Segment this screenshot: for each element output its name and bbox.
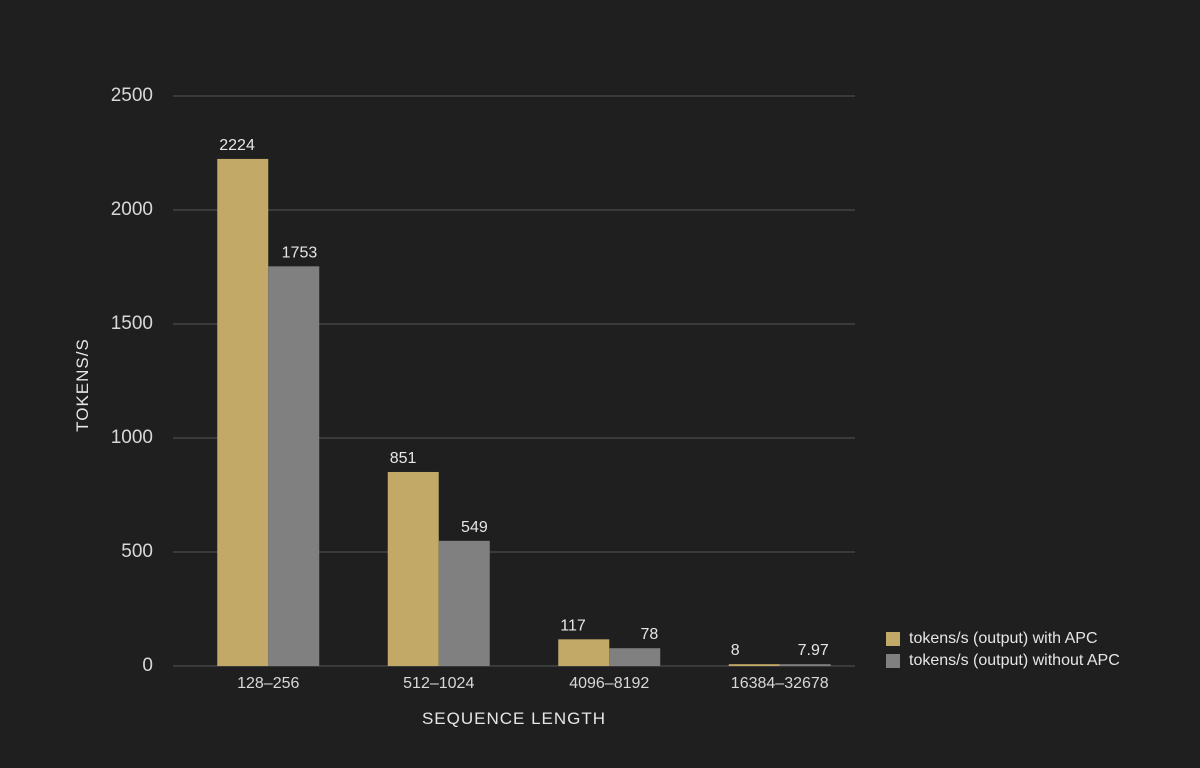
data-label: 1753 <box>282 244 318 261</box>
data-label: 117 <box>560 617 586 634</box>
bar <box>558 639 610 666</box>
legend: tokens/s (output) with APC tokens/s (outp… <box>886 630 1120 669</box>
y-tick-label: 1500 <box>111 313 153 334</box>
y-tick-label: 500 <box>121 541 153 562</box>
y-tick-label: 2000 <box>111 199 153 220</box>
data-label: 8 <box>731 642 740 659</box>
data-label: 7.97 <box>798 642 829 659</box>
data-label: 78 <box>640 626 658 643</box>
bars: 2224 1753 851 549 117 78 8 7.97 <box>217 137 831 667</box>
legend-label: tokens/s (output) with APC <box>909 630 1098 647</box>
x-tick-label: 512–1024 <box>403 675 474 692</box>
y-axis-title: TOKENS/S <box>73 338 92 432</box>
x-axis-title: SEQUENCE LENGTH <box>422 709 606 728</box>
x-axis-ticks: 128–256 512–1024 4096–8192 16384–32678 <box>237 675 829 692</box>
y-tick-label: 1000 <box>111 427 153 448</box>
legend-label: tokens/s (output) without APC <box>909 652 1120 669</box>
bar <box>728 664 780 666</box>
data-label: 851 <box>390 450 417 467</box>
legend-swatch <box>886 654 900 668</box>
bar <box>268 266 320 666</box>
bar <box>609 648 661 666</box>
data-label: 549 <box>461 519 488 536</box>
y-axis-ticks: 0 500 1000 1500 2000 2500 <box>111 85 153 676</box>
bar <box>217 158 269 667</box>
bar <box>438 540 490 666</box>
y-tick-label: 0 <box>142 655 153 676</box>
legend-swatch <box>886 632 900 646</box>
y-tick-label: 2500 <box>111 85 153 106</box>
bar <box>387 471 439 666</box>
x-tick-label: 4096–8192 <box>569 675 649 692</box>
x-tick-label: 128–256 <box>237 675 299 692</box>
bar <box>779 664 831 666</box>
x-tick-label: 16384–32678 <box>731 675 829 692</box>
data-label: 2224 <box>219 137 255 154</box>
